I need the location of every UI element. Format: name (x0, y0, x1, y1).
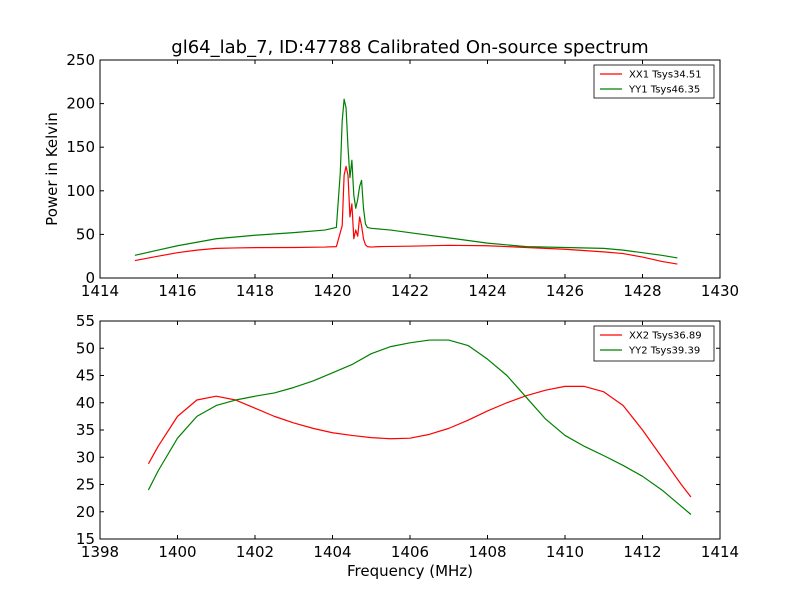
x-tick-label: 1410 (546, 543, 584, 561)
legend-box (593, 325, 715, 362)
legend-entry: XX2 Tsys36.89 (629, 331, 702, 342)
x-tick-label: 1424 (468, 282, 506, 300)
y-axis-label: Power in Kelvin (43, 112, 61, 226)
y-tick-label: 25 (76, 476, 95, 494)
y-tick-label: 50 (76, 339, 95, 357)
legend-box (593, 64, 715, 99)
y-tick-label: 20 (76, 503, 95, 521)
legend-entry: XX1 Tsys34.51 (629, 70, 702, 81)
legend: XX1 Tsys34.51 YY1 Tsys46.35 (593, 64, 715, 99)
x-tick-label: 1408 (468, 543, 506, 561)
y-tick-label: 200 (66, 95, 95, 113)
x-tick-label: 1430 (701, 282, 739, 300)
x-tick-label: 1416 (158, 282, 196, 300)
x-tick-label: 1402 (236, 543, 274, 561)
x-tick-label: 1404 (313, 543, 351, 561)
x-tick-label: 1414 (81, 282, 119, 300)
series-line-2 (147, 339, 692, 515)
x-tick-label: 1420 (313, 282, 351, 300)
chart-title: gl64_lab_7, ID:47788 Calibrated On-sourc… (171, 37, 648, 58)
chart-panel-2: 1398 1400 1402 1404 1406 1408 1410 1412 1414 15 20… (76, 312, 739, 580)
y-tick-label: 45 (76, 367, 95, 385)
y-tick-label: 250 (66, 51, 95, 69)
legend-entry: YY2 Tsys39.39 (628, 346, 700, 357)
x-tick-label: 1398 (81, 543, 119, 561)
x-tick-label: 1426 (546, 282, 584, 300)
legend: XX2 Tsys36.89 YY2 Tsys39.39 (593, 325, 715, 362)
x-tick-label: 1412 (623, 543, 661, 561)
y-tick-label: 50 (76, 225, 95, 243)
legend-entry: YY1 Tsys46.35 (628, 85, 700, 96)
x-tick-label: 1414 (701, 543, 739, 561)
series-line-1 (134, 165, 678, 265)
x-tick-label: 1422 (391, 282, 429, 300)
x-tick-label: 1418 (236, 282, 274, 300)
x-tick-label: 1406 (391, 543, 429, 561)
y-tick-label: 100 (66, 182, 95, 200)
x-tick-label: 1428 (623, 282, 661, 300)
chart-panel-1: 1414 1416 1418 1420 1422 1424 1426 1428 1430 0 50 1… (43, 37, 739, 300)
y-tick-label: 30 (76, 448, 95, 466)
y-tick-label: 40 (76, 394, 95, 412)
y-tick-label: 15 (76, 530, 95, 548)
series-line-2 (134, 98, 678, 259)
x-tick-label: 1400 (158, 543, 196, 561)
y-tick-label: 55 (76, 312, 95, 330)
x-axis-label: Frequency (MHz) (347, 562, 473, 580)
y-tick-label: 150 (66, 138, 95, 156)
y-tick-label: 0 (85, 269, 95, 287)
y-tick-label: 35 (76, 421, 95, 439)
series-line-1 (147, 385, 692, 498)
